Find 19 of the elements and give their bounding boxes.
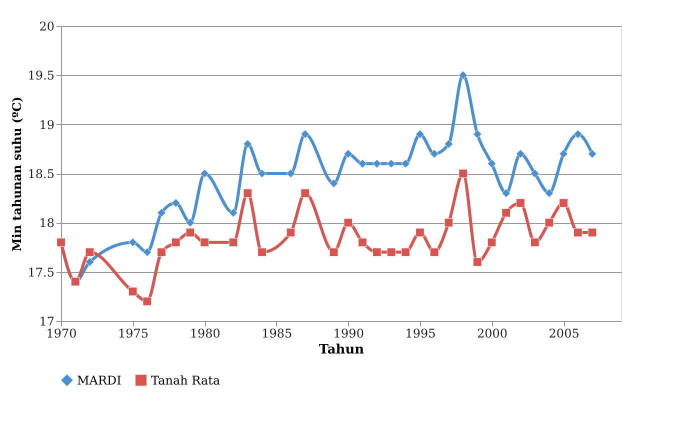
y-tick-label: 19: [39, 118, 54, 132]
x-tick-label: 1985: [262, 326, 292, 340]
x-tick-label: 1975: [118, 326, 149, 340]
y-axis-title: Min tahunan suhu (ºC): [10, 96, 24, 252]
x-tick-label: 1970: [46, 326, 77, 340]
y-tick-label: 20: [39, 20, 54, 34]
y-tick-label: 18.5: [28, 167, 54, 181]
y-tick-label: 17.5: [28, 265, 54, 280]
x-tick-label: 1980: [190, 326, 220, 340]
x-tick-label: 1990: [333, 326, 364, 340]
legend-label: Tanah Rata: [151, 373, 220, 388]
y-tick-label: 18: [39, 216, 54, 230]
y-tick-label: 17: [39, 314, 54, 328]
legend-label: MARDI: [77, 373, 122, 388]
x-tick-label: 2000: [476, 326, 508, 340]
x-tick-label: 1995: [405, 326, 436, 340]
x-tick-label: 2005: [548, 326, 580, 340]
x-axis-title: Tahun: [318, 342, 365, 358]
y-tick-label: 19.5: [28, 68, 54, 83]
